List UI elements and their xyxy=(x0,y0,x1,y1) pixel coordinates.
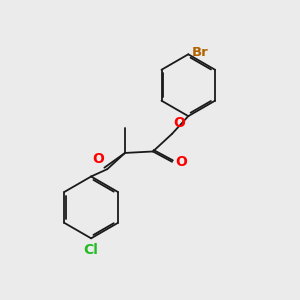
Text: Cl: Cl xyxy=(84,243,98,257)
Text: O: O xyxy=(176,155,188,169)
Text: Br: Br xyxy=(192,46,208,59)
Text: O: O xyxy=(174,116,185,130)
Text: O: O xyxy=(92,152,104,166)
